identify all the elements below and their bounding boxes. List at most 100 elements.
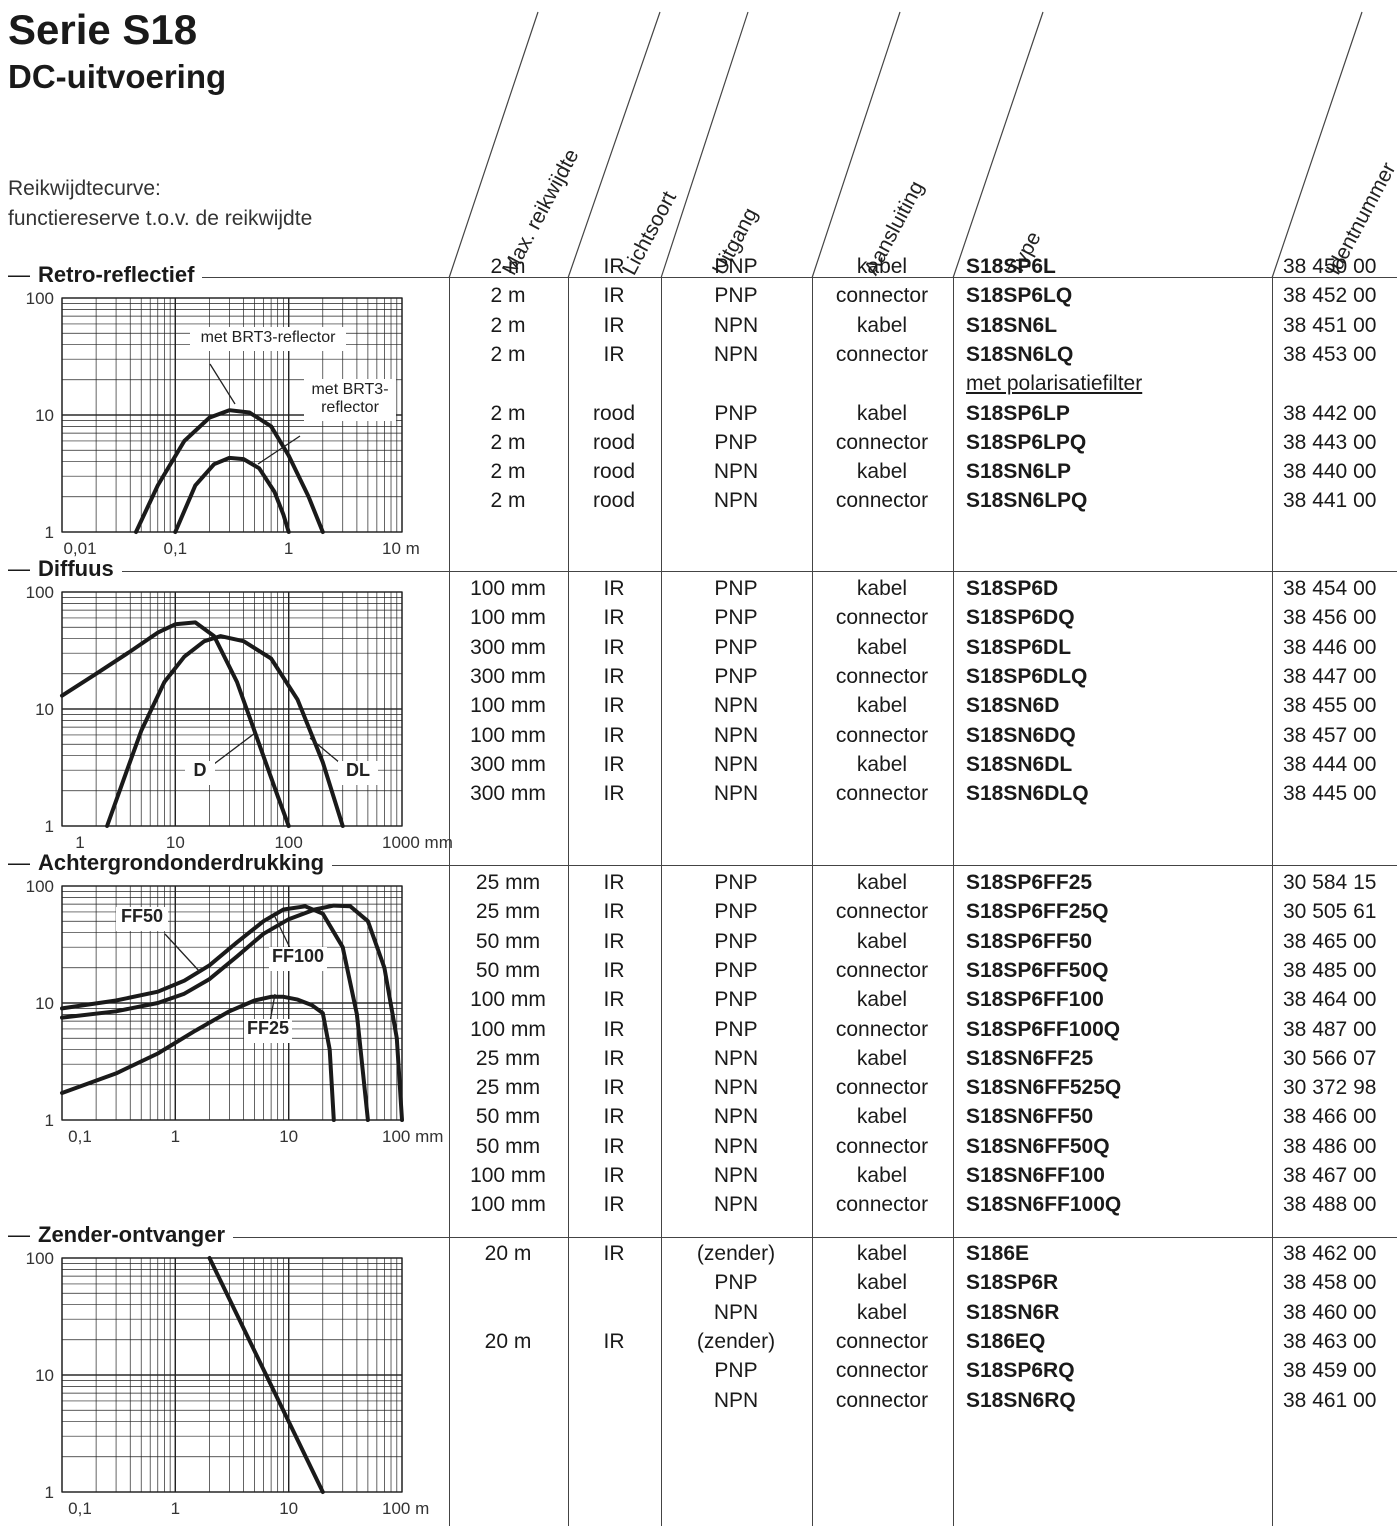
light-type-cell: IR: [603, 342, 625, 366]
output-cell: PNP: [714, 988, 758, 1012]
connection-cell: connector: [835, 664, 929, 688]
max-reach-cell: 300 mm: [470, 782, 546, 806]
output-cell: NPN: [713, 489, 759, 513]
x-tick-label: 100: [274, 833, 302, 852]
light-type-cell: IR: [603, 958, 625, 982]
light-type-cell: IR: [603, 284, 625, 308]
ident-number-cell: 38 460 00: [1283, 1300, 1377, 1324]
table-divider: [568, 278, 569, 1526]
type-cell: S18SP6RQ: [966, 1359, 1075, 1383]
connection-cell: kabel: [856, 871, 908, 894]
section-label-emitter-receiver: — Zender-ontvanger: [8, 1223, 234, 1247]
light-type-cell: IR: [603, 1329, 625, 1353]
type-cell: S18SP6FF25Q: [966, 900, 1109, 924]
annotation-line: met BRT3-reflector: [201, 329, 337, 346]
connection-cell: kabel: [856, 401, 908, 425]
y-tick-label: 1: [45, 1483, 54, 1502]
x-tick-label: 1: [171, 1499, 180, 1518]
type-cell: S18SN6LPQ: [966, 489, 1088, 513]
connection-cell: connector: [835, 782, 929, 806]
light-type-cell: IR: [603, 929, 625, 953]
connection-cell: kabel: [856, 1242, 908, 1265]
connection-cell: kabel: [856, 577, 908, 600]
max-reach-cell: 2 m: [490, 430, 526, 454]
annotation-line: DL: [346, 760, 370, 780]
plot-frame: [61, 1257, 403, 1493]
annotation-leader: [213, 732, 256, 765]
connection-cell: connector: [835, 489, 929, 513]
x-tick-label: 0,01: [63, 539, 96, 558]
connection-cell: connector: [835, 284, 929, 308]
type-cell: S18SN6FF50Q: [966, 1134, 1110, 1158]
light-type-cell: IR: [603, 988, 625, 1012]
y-tick-label: 1: [45, 1111, 54, 1130]
light-type-cell: IR: [603, 1164, 625, 1187]
x-tick-label: 1: [75, 833, 84, 852]
max-reach-cell: 300 mm: [470, 752, 546, 776]
series-line: [60, 904, 370, 1122]
table-divider: [449, 278, 450, 1526]
connection-cell: connector: [835, 430, 929, 454]
connection-cell: connector: [835, 342, 929, 366]
ident-number-cell: 38 444 00: [1283, 752, 1377, 776]
max-reach-cell: 25 mm: [475, 1076, 541, 1100]
light-type-cell: IR: [603, 782, 625, 806]
ident-number-cell: 38 461 00: [1283, 1388, 1377, 1412]
max-reach-cell: 100 mm: [470, 1193, 546, 1217]
plot-frame: [61, 297, 403, 533]
ident-number-cell: 38 462 00: [1283, 1242, 1377, 1265]
plot-frame: [61, 591, 403, 827]
max-reach-cell: 100 mm: [470, 1017, 546, 1041]
connection-cell: kabel: [856, 929, 908, 953]
max-reach-cell: 300 mm: [470, 664, 546, 688]
ident-number-cell: 38 459 00: [1283, 1359, 1377, 1383]
x-tick-label: 10: [279, 1127, 298, 1146]
annotation-background: [269, 947, 327, 971]
output-cell: PNP: [714, 635, 758, 659]
x-tick-label: 10 m: [382, 539, 420, 558]
annotation-leader: [274, 916, 293, 953]
connection-cell: connector: [835, 1076, 929, 1100]
max-reach-cell: 2 m: [490, 489, 526, 513]
table-divider: [812, 278, 813, 1526]
series-line: [173, 455, 291, 534]
type-cell: S18SN6LP: [966, 460, 1072, 484]
light-type-cell: rood: [592, 489, 636, 513]
output-cell: NPN: [713, 1164, 759, 1187]
type-cell: S18SP6R: [966, 1271, 1059, 1295]
x-tick-label: 0,1: [68, 1499, 92, 1518]
output-cell: PNP: [714, 430, 758, 454]
section-label-background-suppression: — Achtergrondonderdrukking: [8, 851, 333, 875]
annotation-label: FF25: [247, 1018, 289, 1038]
ident-number-cell: 30 566 07: [1283, 1046, 1377, 1070]
output-cell: NPN: [713, 1076, 759, 1100]
output-cell: NPN: [713, 1046, 759, 1070]
chart-diffuse: 1 10 100 1000 mm 100 10 1 D DL: [0, 578, 453, 858]
x-tick-label: 100 mm: [382, 1127, 443, 1146]
light-type-cell: IR: [603, 900, 625, 924]
ident-number-cell: 38 465 00: [1283, 929, 1377, 953]
light-type-cell: IR: [603, 606, 625, 630]
connection-cell: kabel: [856, 460, 908, 484]
x-tick-label: 10: [279, 1499, 298, 1518]
chart-retro-reflective: 0,01 0,1 1 10 m 100 10 1 met BRT3-reflector met …: [0, 284, 445, 564]
ident-number-cell: 38 445 00: [1283, 782, 1377, 806]
table-divider: [1272, 278, 1273, 1526]
annotation-label: DL: [346, 760, 370, 780]
output-cell: NPN: [713, 460, 759, 484]
output-cell: NPN: [713, 723, 759, 747]
output-cell: PNP: [714, 1359, 758, 1383]
x-tick-label: 0,1: [164, 539, 188, 558]
page-title: Serie S18: [8, 6, 198, 53]
y-tick-label: 10: [35, 994, 54, 1013]
ident-number-cell: 38 485 00: [1283, 958, 1377, 982]
annotation-leader: [257, 435, 301, 465]
type-cell: S18SP6D: [966, 577, 1059, 600]
type-cell: S18SN6FF100Q: [966, 1193, 1122, 1217]
connection-cell: kabel: [856, 988, 908, 1012]
max-reach-cell: 2 m: [490, 460, 526, 484]
type-cell: S18SN6DLQ: [966, 782, 1089, 806]
section-rule: [8, 865, 1397, 866]
y-tick-label: 100: [26, 289, 54, 308]
connection-cell: connector: [835, 1193, 929, 1217]
